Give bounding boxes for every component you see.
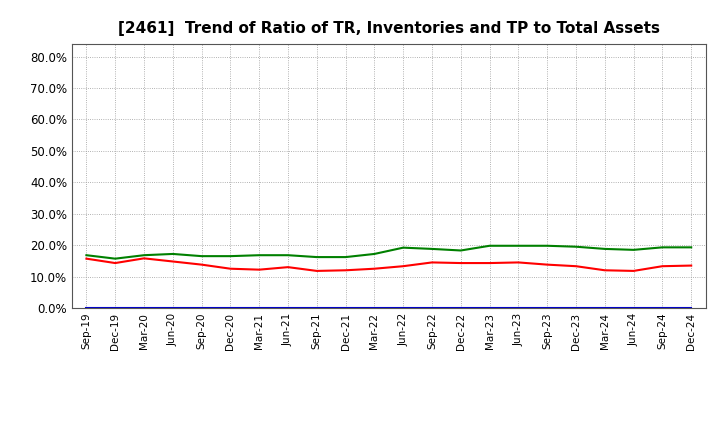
Trade Receivables [140, 256, 148, 261]
Trade Payables [543, 243, 552, 249]
Trade Payables [658, 245, 667, 250]
Trade Receivables [341, 268, 350, 273]
Trade Payables [456, 248, 465, 253]
Trade Receivables [514, 260, 523, 265]
Inventories [370, 305, 379, 310]
Inventories [341, 305, 350, 310]
Inventories [255, 305, 264, 310]
Trade Receivables [629, 268, 638, 274]
Trade Receivables [428, 260, 436, 265]
Inventories [111, 305, 120, 310]
Trade Receivables [111, 260, 120, 266]
Trade Payables [600, 246, 609, 252]
Inventories [399, 305, 408, 310]
Inventories [514, 305, 523, 310]
Trade Payables [255, 253, 264, 258]
Trade Receivables [370, 266, 379, 271]
Inventories [197, 305, 206, 310]
Trade Receivables [456, 260, 465, 266]
Line: Trade Receivables: Trade Receivables [86, 258, 691, 271]
Inventories [629, 305, 638, 310]
Trade Payables [572, 244, 580, 249]
Inventories [456, 305, 465, 310]
Trade Payables [312, 254, 321, 260]
Trade Receivables [600, 268, 609, 273]
Trade Receivables [168, 259, 177, 264]
Inventories [284, 305, 292, 310]
Line: Trade Payables: Trade Payables [86, 246, 691, 259]
Trade Payables [140, 253, 148, 258]
Trade Payables [370, 251, 379, 257]
Trade Receivables [485, 260, 494, 266]
Trade Payables [82, 253, 91, 258]
Trade Payables [629, 247, 638, 253]
Inventories [140, 305, 148, 310]
Inventories [226, 305, 235, 310]
Trade Receivables [312, 268, 321, 274]
Inventories [600, 305, 609, 310]
Inventories [572, 305, 580, 310]
Trade Payables [111, 256, 120, 261]
Inventories [428, 305, 436, 310]
Inventories [687, 305, 696, 310]
Trade Receivables [687, 263, 696, 268]
Inventories [168, 305, 177, 310]
Inventories [312, 305, 321, 310]
Trade Payables [168, 251, 177, 257]
Trade Receivables [226, 266, 235, 271]
Trade Payables [341, 254, 350, 260]
Trade Receivables [399, 264, 408, 269]
Trade Payables [687, 245, 696, 250]
Trade Receivables [197, 262, 206, 267]
Trade Receivables [284, 264, 292, 270]
Trade Payables [428, 246, 436, 252]
Trade Receivables [658, 264, 667, 269]
Inventories [658, 305, 667, 310]
Title: [2461]  Trend of Ratio of TR, Inventories and TP to Total Assets: [2461] Trend of Ratio of TR, Inventories… [118, 21, 660, 36]
Trade Payables [399, 245, 408, 250]
Trade Receivables [572, 264, 580, 269]
Trade Receivables [543, 262, 552, 267]
Trade Payables [197, 253, 206, 259]
Trade Payables [514, 243, 523, 249]
Trade Receivables [255, 267, 264, 272]
Trade Receivables [82, 256, 91, 261]
Trade Payables [226, 253, 235, 259]
Trade Payables [485, 243, 494, 249]
Inventories [543, 305, 552, 310]
Inventories [82, 305, 91, 310]
Inventories [485, 305, 494, 310]
Trade Payables [284, 253, 292, 258]
